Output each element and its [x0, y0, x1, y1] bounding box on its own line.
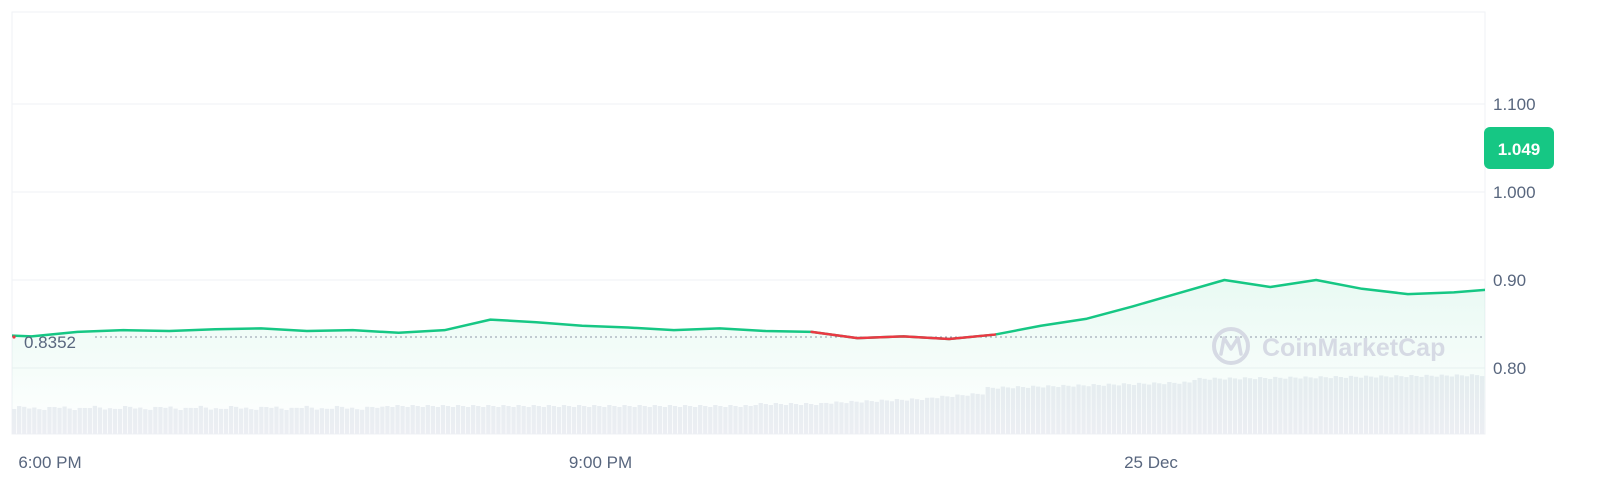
watermark: CoinMarketCap [1212, 327, 1445, 365]
current-price-label: 1.049 [1498, 140, 1541, 159]
watermark-text: CoinMarketCap [1262, 334, 1445, 362]
y-tick-label: 1.000 [1493, 183, 1536, 202]
opening-price-marker: 0.8352 [12, 333, 76, 352]
y-axis: 1.100 1.000 0.90 0.80 [1493, 95, 1536, 378]
y-tick-label: 0.80 [1493, 359, 1526, 378]
opening-price-dot [12, 335, 16, 339]
price-area-fill [12, 280, 1485, 434]
x-tick-label: 6:00 PM [18, 453, 81, 472]
opening-price-label: 0.8352 [24, 333, 76, 352]
price-line-down [810, 330, 997, 341]
y-tick-label: 1.100 [1493, 95, 1536, 114]
x-tick-label: 9:00 PM [569, 453, 632, 472]
price-line-up [12, 278, 1485, 341]
current-price-badge-bg [1484, 127, 1554, 169]
current-price-badge: 1.049 [1484, 127, 1554, 169]
coinmarketcap-logo-icon [1212, 327, 1250, 365]
x-tick-label: 25 Dec [1124, 453, 1178, 472]
y-tick-label: 0.90 [1493, 271, 1526, 290]
